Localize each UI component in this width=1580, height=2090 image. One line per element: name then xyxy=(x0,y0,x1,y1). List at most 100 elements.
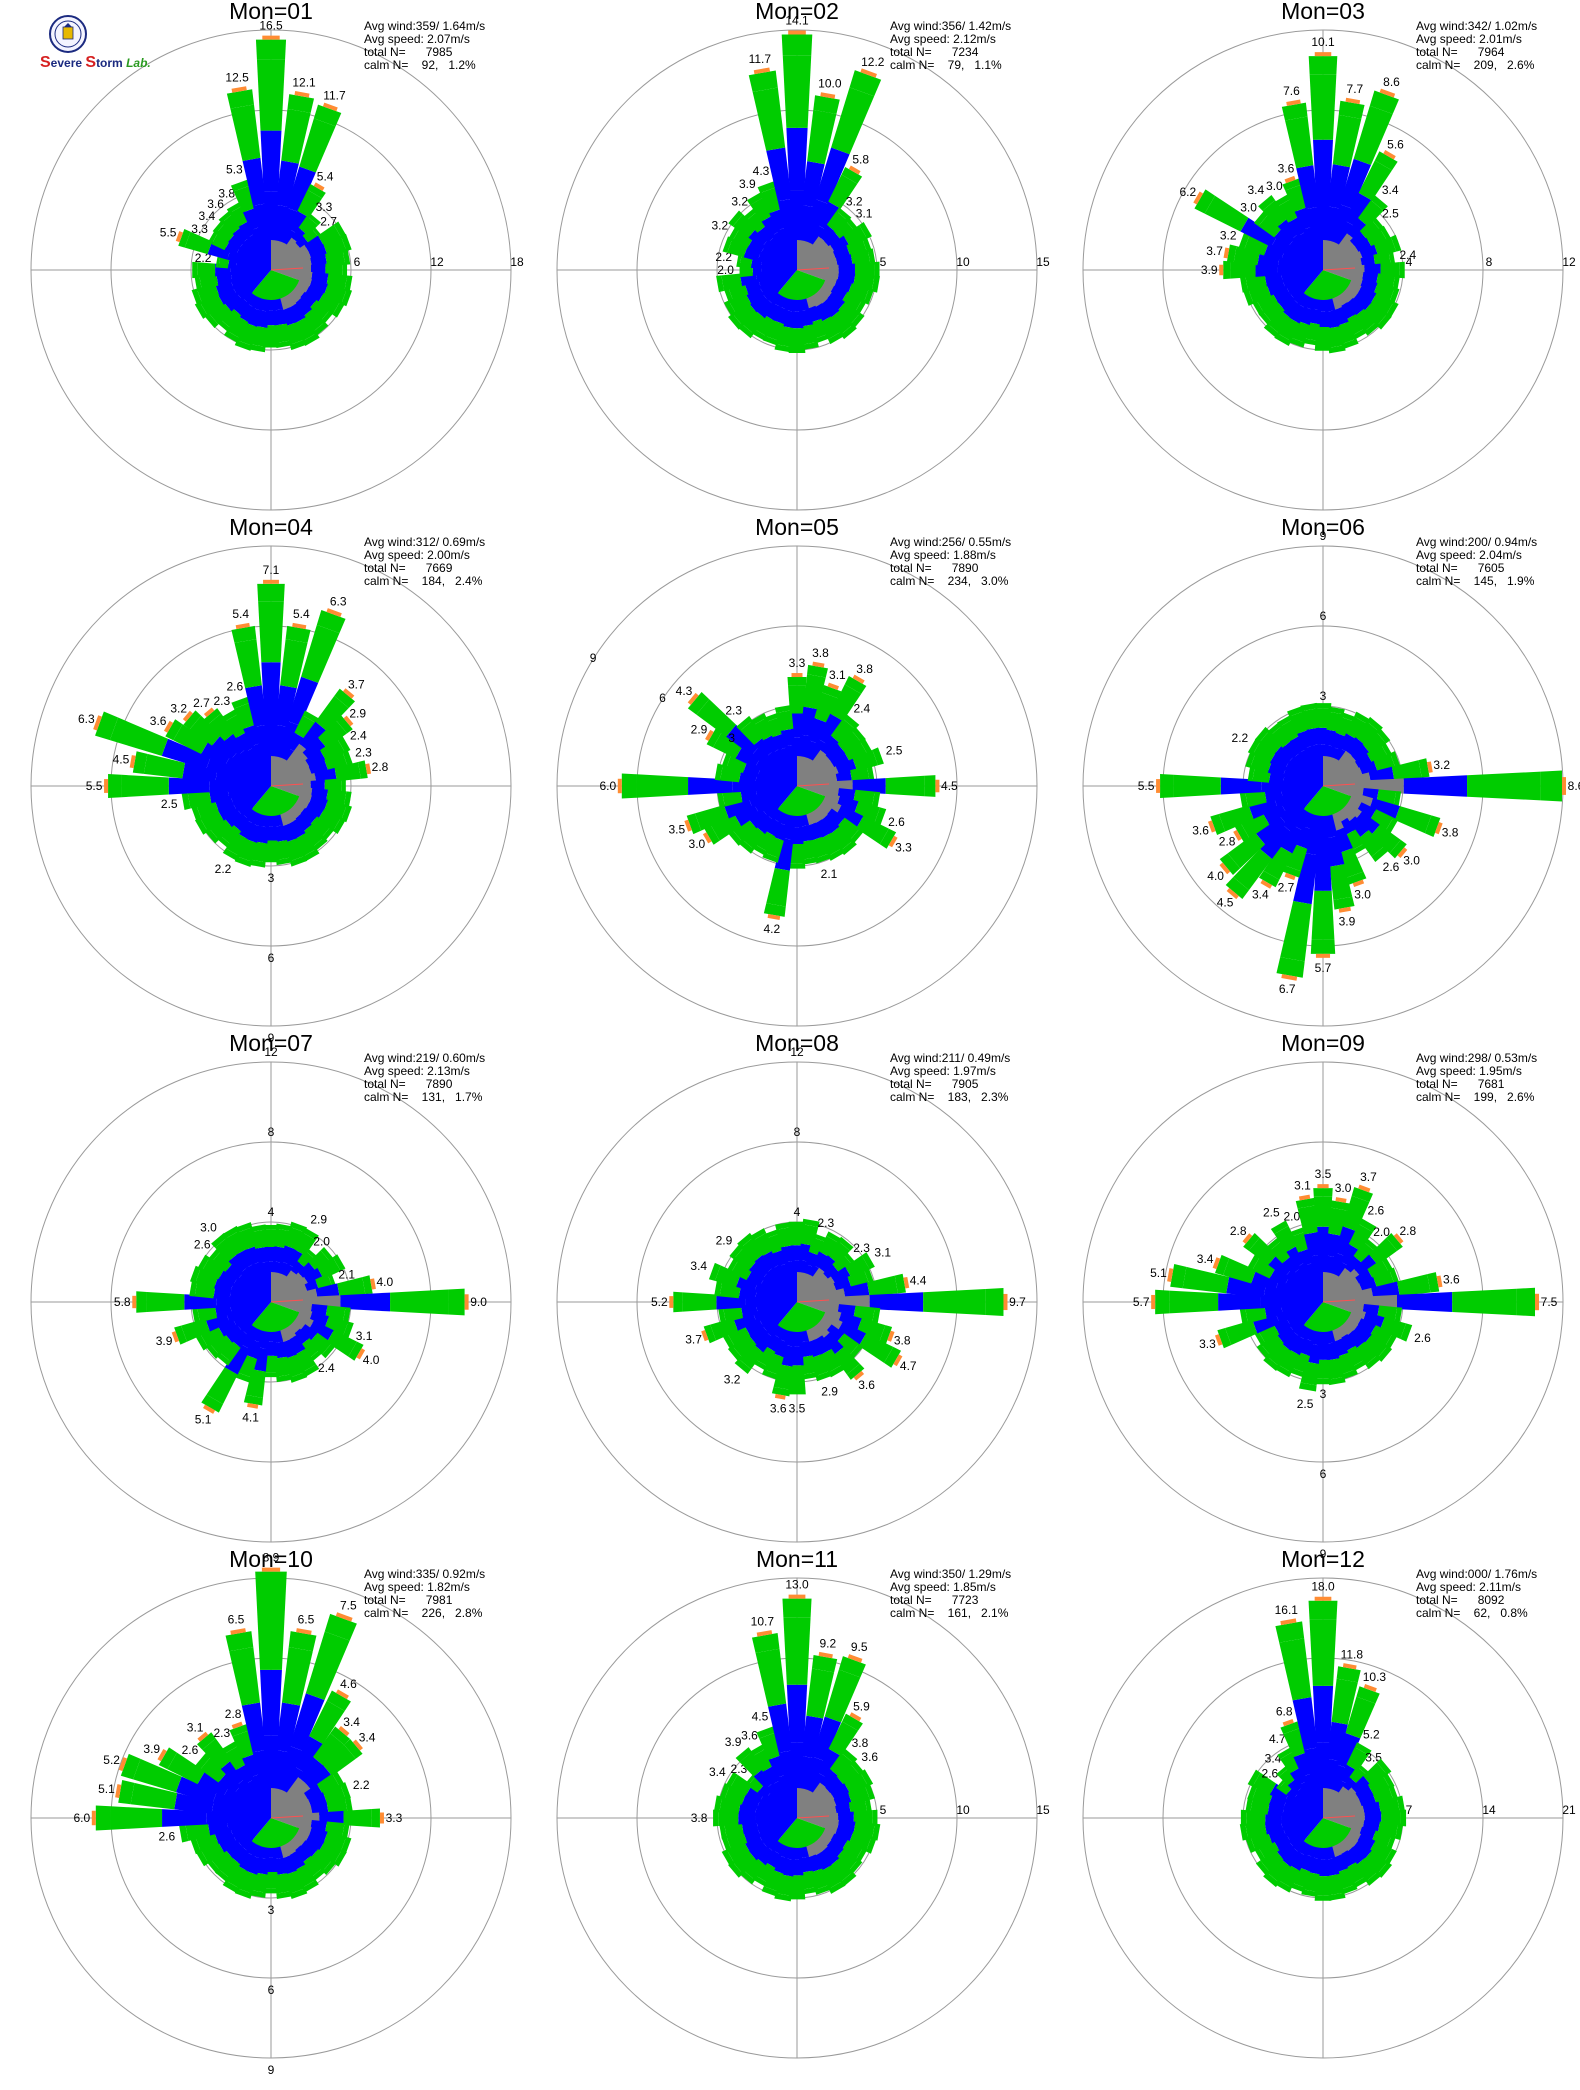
petal-segment xyxy=(224,713,248,739)
petal-segment xyxy=(1262,300,1285,323)
petal-top-segment xyxy=(1284,175,1296,184)
petal-segment xyxy=(861,1252,875,1270)
calm-pie-slice xyxy=(241,1272,271,1325)
petal-segment xyxy=(854,801,881,823)
petal-segment xyxy=(1301,708,1320,730)
petal-segment xyxy=(302,1364,320,1378)
petal-value-label: 2.2 xyxy=(195,251,212,265)
petal-segment xyxy=(274,323,292,344)
petal-segment xyxy=(1394,806,1432,834)
avg-wind-text: Avg wind:335/ 0.92m/s xyxy=(364,1567,486,1581)
petal-segment xyxy=(1245,1836,1256,1853)
petal-segment xyxy=(742,207,758,221)
petal-segment xyxy=(802,199,829,246)
petal-segment xyxy=(333,221,347,239)
petal-segment xyxy=(1275,1280,1299,1297)
petal-segment xyxy=(1280,298,1301,319)
petal-segment xyxy=(716,1294,746,1310)
petal-segment xyxy=(218,1856,241,1879)
petal-segment xyxy=(348,1341,364,1361)
petal-segment xyxy=(1323,206,1341,244)
petal-segment xyxy=(289,752,310,772)
petal-segment xyxy=(741,1237,765,1262)
petal-segment xyxy=(741,1792,761,1809)
petal-segment xyxy=(1269,751,1290,770)
petal-segment xyxy=(1331,732,1348,751)
petal-segment xyxy=(276,1891,294,1900)
ring-label: 8 xyxy=(1486,255,1493,269)
petal-top-segment xyxy=(203,707,215,718)
petal-segment xyxy=(1245,789,1267,808)
petal-segment xyxy=(741,310,765,334)
petal-segment xyxy=(1267,721,1283,736)
petal-segment xyxy=(120,1753,141,1780)
petal-value-label: 2.6 xyxy=(888,815,905,829)
petal-segment xyxy=(206,757,247,781)
petal-segment xyxy=(1276,957,1305,978)
petal-segment xyxy=(298,807,318,827)
petal-segment xyxy=(1315,1226,1331,1253)
petal-value-label: 3.0 xyxy=(1354,888,1371,902)
petal-segment xyxy=(814,1884,832,1895)
petal-segment xyxy=(175,1776,217,1804)
petal-segment xyxy=(1204,195,1249,232)
petal-segment xyxy=(1251,299,1264,316)
mean-direction-line xyxy=(1322,267,1356,271)
petal-segment xyxy=(287,732,306,753)
calm-pie-slice xyxy=(767,756,797,809)
petal-segment xyxy=(1223,1258,1257,1284)
petal-segment xyxy=(781,34,813,56)
petal-segment xyxy=(788,685,806,714)
petal-segment xyxy=(751,1633,780,1653)
petal-value-label: 2.8 xyxy=(225,1707,242,1721)
calm-n-text: calm N= 199, 2.6% xyxy=(1416,1090,1535,1104)
petal-value-label: 3.6 xyxy=(207,197,224,211)
petal-segment xyxy=(301,624,340,683)
petal-segment xyxy=(304,1765,333,1791)
petal-segment xyxy=(271,724,288,760)
petal-segment xyxy=(1328,204,1353,246)
petal-value-label: 5.3 xyxy=(226,162,243,176)
petal-top-segment xyxy=(175,231,184,243)
windrose-plot: 16.512.111.75.43.32.72.25.5 3.33.43.63.85… xyxy=(30,19,524,511)
petal-segment xyxy=(1309,74,1337,140)
petal-value-label: 3.2 xyxy=(711,218,728,232)
petal-segment xyxy=(299,1338,321,1359)
panel-stats: Avg wind:219/ 0.60m/s Avg speed: 2.13m/s t… xyxy=(364,1052,485,1104)
petal-segment xyxy=(223,330,241,344)
petal-segment xyxy=(203,312,219,329)
petal-segment xyxy=(1282,804,1309,833)
calm-pie-slice xyxy=(1293,1272,1323,1325)
petal-segment xyxy=(192,261,198,279)
petal-top-segment xyxy=(365,763,372,775)
petal-segment xyxy=(1274,333,1292,347)
petal-segment xyxy=(245,746,261,764)
petal-segment xyxy=(1341,1268,1362,1288)
petal-segment xyxy=(722,789,743,807)
calm-pie-slice xyxy=(797,756,827,797)
petal-segment xyxy=(302,333,320,347)
petal-segment xyxy=(780,728,795,747)
petal-segment xyxy=(830,684,862,722)
petal-segment xyxy=(223,292,243,312)
petal-value-label: 3.4 xyxy=(1252,888,1269,902)
petal-value-label: 3.7 xyxy=(348,677,365,691)
petal-segment xyxy=(1252,740,1277,763)
petal-segment xyxy=(1253,1330,1266,1347)
petal-segment xyxy=(1269,1240,1292,1264)
petal-segment xyxy=(714,1265,741,1287)
petal-segment xyxy=(751,844,768,857)
petal-segment xyxy=(817,713,844,745)
petal-segment xyxy=(304,235,325,254)
petal-segment xyxy=(1292,1697,1318,1750)
petal-segment xyxy=(829,1858,853,1883)
petal-segment xyxy=(1326,836,1345,867)
petal-segment xyxy=(197,1305,218,1323)
petal-segment xyxy=(1337,804,1356,824)
petal-segment xyxy=(255,1571,287,1594)
petal-segment xyxy=(1310,939,1336,954)
petal-segment xyxy=(1247,737,1261,755)
petal-value-label: 3.8 xyxy=(812,646,829,660)
petal-segment xyxy=(258,1261,271,1276)
petal-segment xyxy=(1243,1232,1260,1251)
